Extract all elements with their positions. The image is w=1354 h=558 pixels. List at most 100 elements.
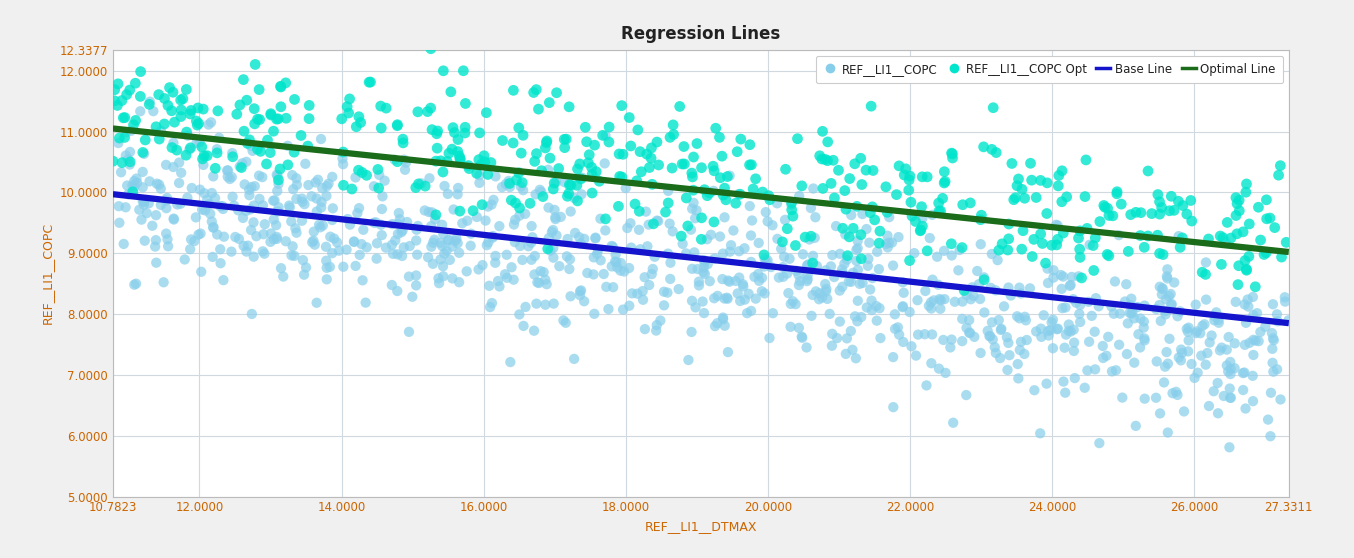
- Point: [168, 179, 190, 187]
- Point: [441, 145, 463, 153]
- Point: [229, 100, 250, 109]
- Point: [125, 79, 146, 88]
- Point: [796, 277, 818, 286]
- Point: [418, 208, 440, 217]
- Point: [1091, 341, 1113, 350]
- Point: [387, 229, 409, 238]
- Point: [594, 159, 616, 168]
- Point: [1116, 280, 1137, 288]
- Point: [283, 185, 305, 194]
- Point: [421, 125, 443, 134]
- Point: [292, 256, 314, 264]
- Point: [941, 239, 963, 248]
- Point: [138, 100, 160, 109]
- Point: [693, 258, 715, 267]
- Point: [171, 105, 192, 114]
- Point: [991, 324, 1013, 333]
- Point: [198, 200, 219, 209]
- Point: [594, 131, 616, 140]
- Point: [192, 105, 214, 114]
- Point: [1098, 251, 1120, 260]
- Point: [1068, 310, 1090, 319]
- Point: [726, 147, 747, 156]
- Point: [745, 294, 766, 303]
- Point: [554, 135, 575, 144]
- Point: [1060, 327, 1082, 336]
- Point: [567, 165, 589, 174]
- Point: [796, 271, 818, 280]
- Point: [982, 318, 1003, 327]
- Point: [173, 255, 195, 264]
- Point: [918, 301, 940, 310]
- Point: [1036, 379, 1057, 388]
- Point: [1236, 180, 1258, 189]
- Point: [131, 183, 153, 192]
- Point: [879, 238, 900, 247]
- Point: [741, 231, 762, 240]
- Point: [1150, 409, 1171, 418]
- Point: [1133, 394, 1155, 403]
- Point: [703, 162, 724, 171]
- Point: [180, 143, 202, 152]
- Point: [203, 223, 225, 232]
- Point: [1194, 320, 1216, 329]
- Point: [829, 249, 850, 258]
- Point: [156, 196, 177, 205]
- Point: [1071, 273, 1093, 282]
- Point: [525, 149, 547, 158]
- Point: [1154, 378, 1175, 387]
- Point: [126, 179, 148, 187]
- Point: [306, 194, 328, 203]
- Point: [475, 216, 497, 225]
- Point: [468, 128, 490, 137]
- Point: [1148, 210, 1170, 219]
- Point: [244, 182, 265, 191]
- Point: [753, 262, 774, 271]
- Point: [1233, 256, 1255, 265]
- Point: [819, 310, 841, 319]
- Point: [1121, 309, 1143, 318]
- Point: [501, 263, 523, 272]
- Point: [1001, 291, 1022, 300]
- Point: [310, 134, 332, 143]
- Point: [646, 138, 668, 147]
- Point: [535, 300, 556, 309]
- Point: [351, 168, 372, 177]
- Point: [306, 299, 328, 307]
- Point: [150, 200, 172, 209]
- Point: [657, 186, 678, 195]
- Point: [1262, 344, 1284, 353]
- Point: [432, 220, 454, 229]
- Point: [1147, 231, 1169, 240]
- Point: [1001, 159, 1022, 168]
- Point: [762, 221, 784, 230]
- Point: [842, 345, 864, 354]
- Point: [108, 133, 130, 142]
- Point: [213, 232, 234, 241]
- Point: [1152, 250, 1174, 259]
- Point: [1148, 301, 1170, 310]
- Point: [1278, 316, 1300, 325]
- Point: [558, 189, 580, 198]
- Point: [1179, 196, 1201, 205]
- Point: [315, 275, 337, 284]
- Point: [336, 102, 357, 111]
- Point: [1145, 305, 1167, 314]
- Point: [436, 157, 458, 166]
- Point: [310, 203, 332, 212]
- Point: [466, 169, 487, 178]
- Point: [1070, 301, 1091, 310]
- Point: [998, 219, 1020, 228]
- Point: [131, 197, 153, 206]
- Point: [345, 122, 367, 131]
- Point: [233, 242, 255, 251]
- Point: [546, 178, 567, 187]
- Point: [921, 330, 942, 339]
- Point: [1170, 345, 1192, 354]
- Point: [727, 289, 749, 298]
- Point: [1187, 368, 1209, 377]
- Point: [1178, 347, 1200, 356]
- Point: [921, 210, 942, 219]
- Point: [119, 160, 141, 169]
- Point: [760, 263, 781, 272]
